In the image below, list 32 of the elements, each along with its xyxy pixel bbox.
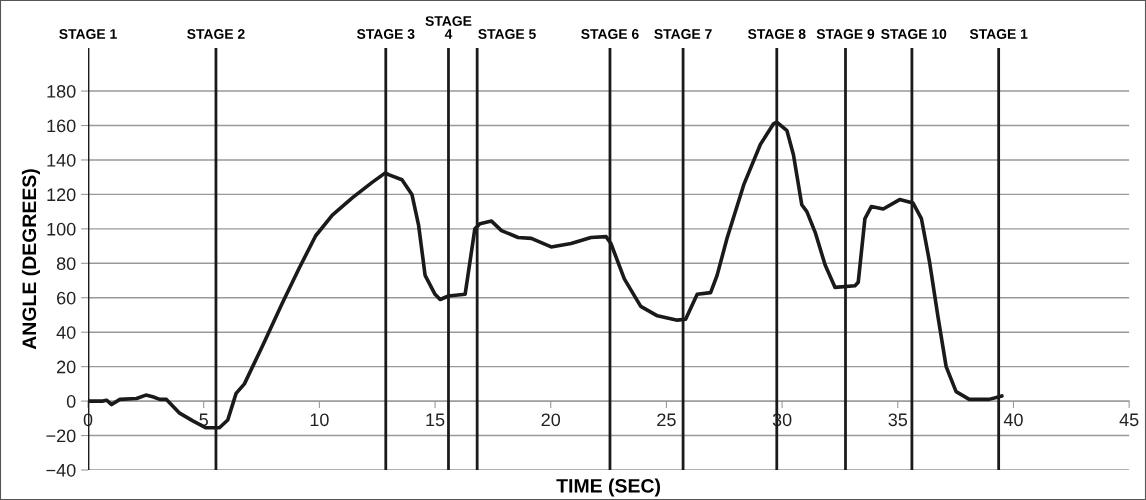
y-tick-label: 100: [47, 222, 76, 236]
ref-line-label: STAGE 10: [881, 29, 947, 39]
ref-line-label: STAGE 6: [581, 29, 639, 39]
y-tick-label: −20: [46, 429, 76, 443]
x-tick-label: 25: [657, 413, 676, 427]
y-tick-label: −40: [46, 463, 76, 477]
y-tick-label: 80: [56, 257, 76, 271]
ref-line-label: STAGE 7: [654, 29, 712, 39]
y-tick-label: 180: [47, 85, 76, 98]
y-tick-label: 20: [57, 360, 76, 374]
y-tick-label: 140: [47, 153, 76, 167]
ref-line-label: STAGE 4: [425, 16, 472, 39]
ref-line-label: STAGE 8: [747, 29, 806, 39]
x-tick-label: 45: [1119, 413, 1139, 427]
ref-line-label: STAGE 3: [356, 29, 415, 39]
ref-line-label: STAGE 5: [478, 29, 536, 39]
y-tick-label: 120: [47, 188, 76, 202]
y-tick-label: 160: [47, 119, 76, 133]
x-tick-label: 15: [426, 413, 445, 427]
x-tick-label: 20: [541, 413, 561, 427]
x-tick-label: 10: [310, 413, 329, 427]
ref-line-label: STAGE 1: [969, 29, 1028, 39]
x-tick-label: 35: [888, 413, 908, 427]
ref-line-label: STAGE 1: [59, 29, 117, 39]
y-tick-label: 40: [56, 326, 76, 339]
ref-line-label: STAGE 9: [816, 29, 875, 39]
ref-line-label: STAGE 2: [187, 29, 245, 39]
y-tick-label: 60: [57, 291, 76, 305]
y-tick-label: 0: [66, 395, 76, 408]
x-tick-label: 40: [1003, 413, 1023, 427]
y-axis-title: ANGLE (DEGREES): [21, 169, 41, 350]
x-axis-title: TIME (SEC): [556, 478, 661, 497]
